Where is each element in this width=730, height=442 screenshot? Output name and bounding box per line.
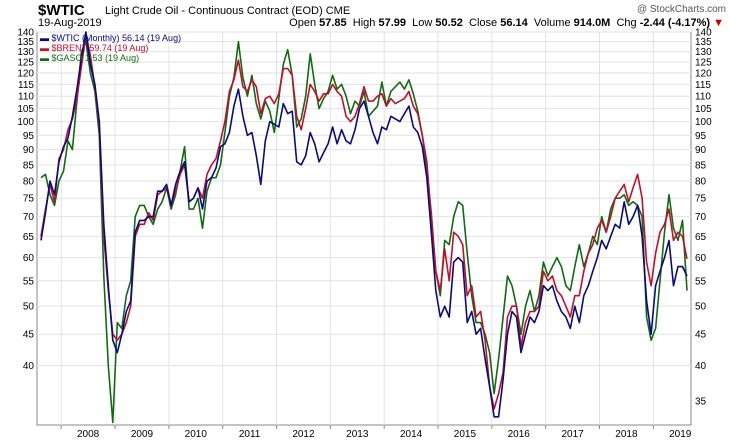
- x-tick-label: 2014: [400, 429, 423, 440]
- x-tick-label: 2018: [615, 429, 638, 440]
- description-text: Light Crude Oil - Continuous Contract (E…: [105, 5, 323, 17]
- instrument-description: Light Crude Oil - Continuous Contract (E…: [105, 5, 350, 17]
- y-tick-label-left: 130: [17, 47, 34, 58]
- y-tick-label-right: 85: [695, 160, 707, 171]
- chart-header: $WTIC Light Crude Oil - Continuous Contr…: [0, 0, 730, 32]
- x-tick-label: 2012: [292, 429, 315, 440]
- y-tick-label-right: 55: [695, 276, 707, 287]
- y-tick-label-left: 135: [17, 37, 34, 48]
- high-label: High: [352, 17, 376, 29]
- x-tick-label: 2017: [561, 429, 584, 440]
- legend-item-wtic: ▬ $WTIC (Monthly) 56.14 (19 Aug): [40, 33, 181, 43]
- high-value: 57.99: [378, 17, 407, 29]
- change-label: Chg: [616, 17, 637, 29]
- y-tick-label-left: 65: [23, 232, 35, 243]
- y-tick-label-left: 80: [23, 177, 35, 188]
- x-tick-label: 2009: [131, 429, 154, 440]
- open-value: 57.85: [319, 17, 347, 29]
- low-value: 50.52: [435, 17, 463, 29]
- x-tick-label: 2016: [508, 429, 531, 440]
- y-tick-label-right: 65: [695, 232, 707, 243]
- watermark: @ StockCharts.com: [636, 4, 726, 15]
- y-tick-label-left: 115: [18, 80, 34, 91]
- low-label: Low: [412, 17, 433, 29]
- y-tick-label-right: 110: [695, 92, 711, 103]
- open-label: Open: [289, 17, 317, 29]
- y-tick-label-right: 60: [695, 253, 707, 264]
- y-tick-label-left: 75: [23, 194, 35, 205]
- close-label: Close: [469, 17, 498, 29]
- y-tick-label-left: 40: [23, 361, 35, 372]
- x-tick-label: 2010: [185, 429, 208, 440]
- y-tick-label-left: 70: [23, 212, 35, 223]
- y-tick-label-right: 50: [695, 302, 707, 313]
- y-tick-label-right: 130: [695, 47, 712, 58]
- plot-frame: [36, 31, 692, 426]
- volume-value: 914.0M: [573, 17, 611, 29]
- quote-stats: Open 57.85 High 57.99 Low 50.52 Close 56…: [289, 17, 724, 29]
- y-tick-label-right: 115: [695, 80, 711, 91]
- y-tick-label-right: 90: [695, 145, 707, 156]
- volume-label: Volume: [533, 17, 571, 29]
- x-tick-label: 2011: [239, 429, 261, 440]
- y-tick-label-left: 45: [23, 330, 35, 341]
- y-tick-label-left: 100: [17, 117, 34, 128]
- chart-legend: ▬ $WTIC (Monthly) 56.14 (19 Aug) ▬ $BREN…: [40, 33, 181, 63]
- y-tick-label-right: 45: [695, 330, 707, 341]
- legend-swatch-gaso: ▬: [40, 53, 49, 63]
- y-tick-label-right: 75: [695, 194, 707, 205]
- y-tick-label-right: 100: [695, 117, 712, 128]
- close-value: 56.14: [500, 17, 528, 29]
- x-tick-label: 2019: [669, 429, 692, 440]
- y-tick-label-right: 80: [695, 177, 707, 188]
- y-tick-label-left: 125: [17, 58, 34, 69]
- y-tick-label-right: 140: [695, 28, 712, 39]
- x-tick-label: 2013: [346, 429, 369, 440]
- change-value: -2.44 (-4.17%): [639, 17, 711, 29]
- y-tick-label-left: 85: [23, 160, 35, 171]
- series-line-brent: [40, 33, 688, 410]
- y-tick-label-left: 140: [17, 28, 34, 39]
- quote-date: 19-Aug-2019: [38, 17, 102, 29]
- legend-label-brent: $BRENT 59.74 (19 Aug): [51, 43, 149, 53]
- series-line-wtic: [40, 31, 688, 418]
- ticker-symbol: $WTIC: [38, 2, 85, 19]
- exchange-label: CME: [325, 5, 351, 17]
- x-tick-label: 2015: [454, 429, 477, 440]
- y-tick-label-right: 125: [695, 58, 712, 69]
- legend-label-gaso: $GASO 1.53 (19 Aug): [51, 53, 140, 63]
- y-tick-label-right: 135: [695, 37, 712, 48]
- y-tick-label-right: 105: [695, 104, 712, 115]
- y-tick-label-left: 50: [23, 302, 35, 313]
- y-tick-label-right: 40: [695, 361, 707, 372]
- y-tick-label-right: 120: [695, 69, 712, 80]
- legend-swatch-brent: ▬: [40, 43, 49, 53]
- legend-item-brent: ▬ $BRENT 59.74 (19 Aug): [40, 43, 181, 53]
- y-tick-label-right: 35: [695, 397, 707, 408]
- y-tick-label-left: 60: [23, 253, 35, 264]
- y-tick-label-left: 90: [23, 145, 35, 156]
- y-tick-label-right: 95: [695, 131, 707, 142]
- down-arrow-icon: ▼: [713, 17, 724, 29]
- legend-label-wtic: $WTIC (Monthly) 56.14 (19 Aug): [51, 33, 182, 43]
- x-tick-label: 2008: [77, 429, 100, 440]
- y-tick-label-left: 120: [17, 69, 34, 80]
- y-tick-label-left: 55: [23, 276, 35, 287]
- legend-swatch-wtic: ▬: [40, 33, 49, 43]
- y-tick-label-left: 105: [17, 104, 34, 115]
- y-tick-label-left: 110: [18, 92, 34, 103]
- y-tick-label-left: 95: [23, 131, 35, 142]
- y-tick-label-right: 70: [695, 212, 707, 223]
- legend-item-gaso: ▬ $GASO 1.53 (19 Aug): [40, 53, 181, 63]
